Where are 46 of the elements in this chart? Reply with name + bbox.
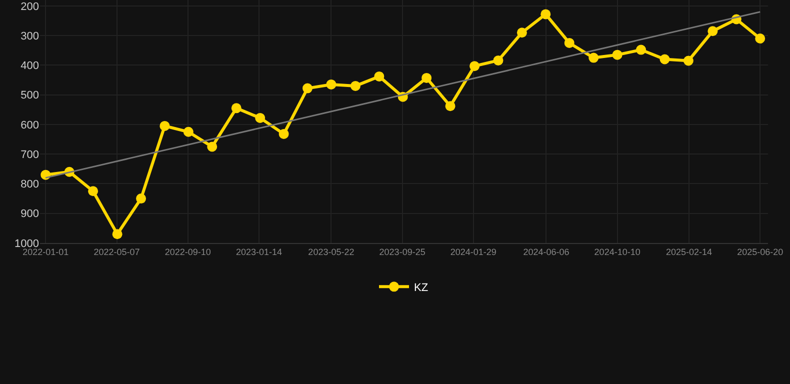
x-tick-label: 2023-09-25 <box>379 246 426 257</box>
point <box>516 28 527 38</box>
x-tick-label: 2023-01-14 <box>236 246 282 257</box>
point <box>374 71 384 82</box>
point <box>278 128 289 139</box>
y-tick-label: 500 <box>20 90 39 102</box>
x-tick-label: 2025-02-14 <box>666 246 712 257</box>
point <box>231 103 242 114</box>
point <box>564 38 574 48</box>
point <box>588 52 599 63</box>
point <box>183 126 194 137</box>
x-tick-label: 2023-05-22 <box>308 246 354 257</box>
point <box>160 120 170 131</box>
point <box>683 56 694 66</box>
y-tick-label: 700 <box>20 148 39 161</box>
y-tick-label: 200 <box>20 0 39 13</box>
point <box>636 44 646 55</box>
point <box>136 194 146 204</box>
point <box>612 50 622 60</box>
x-tick-label: 2022-05-07 <box>94 246 140 257</box>
point <box>326 79 336 90</box>
point <box>470 61 480 72</box>
point <box>88 186 98 196</box>
x-tick-label: 2024-06-06 <box>523 246 570 257</box>
point <box>493 55 504 66</box>
y-tick-label: 900 <box>20 208 39 220</box>
y-tick-label: 300 <box>20 30 39 42</box>
point <box>708 26 718 36</box>
legend-label: KZ <box>414 282 428 294</box>
x-tick-label: 2022-09-10 <box>164 246 211 257</box>
point <box>207 142 218 152</box>
y-tick-label: 400 <box>20 60 39 72</box>
point <box>660 54 670 64</box>
point <box>255 112 266 123</box>
point <box>350 80 360 91</box>
point <box>540 9 551 20</box>
point <box>302 83 312 94</box>
x-tick-label: 2024-10-10 <box>594 246 640 257</box>
point <box>112 229 122 240</box>
x-tick-label: 2024-01-29 <box>450 246 496 257</box>
point <box>755 34 766 44</box>
y-tick-label: 800 <box>20 178 39 191</box>
x-tick-label: 2025-06-20 <box>737 246 784 257</box>
point <box>445 101 456 112</box>
y-tick-label: 600 <box>20 119 39 132</box>
point <box>422 72 432 83</box>
